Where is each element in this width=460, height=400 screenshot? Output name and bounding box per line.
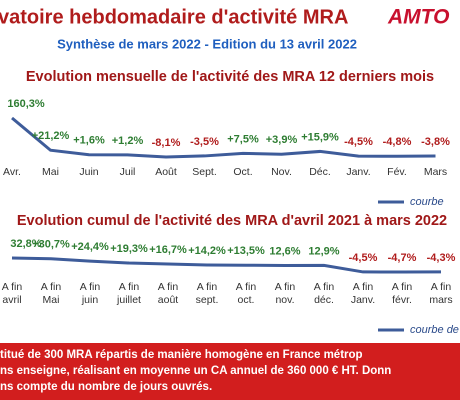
- chart-title: Evolution cumul de l'activité des MRA d'…: [17, 213, 447, 229]
- x-tick-label: août: [158, 294, 179, 306]
- x-tick-prefix: A fin: [392, 281, 413, 293]
- subtitle: Synthèse de mars 2022 - Edition du 13 av…: [57, 36, 357, 51]
- footer-text: titué de 300 MRA répartis de manière hom…: [0, 349, 363, 361]
- legend-label: courbe de: [410, 324, 459, 336]
- x-tick-label: juillet: [116, 294, 141, 306]
- x-tick-label: Janv.: [351, 294, 375, 306]
- x-tick-label: Mai: [43, 294, 60, 306]
- x-tick-label: Août: [155, 166, 177, 178]
- x-tick-label: Déc.: [309, 166, 331, 178]
- x-tick-label: juin: [81, 294, 99, 306]
- value-label: 12,9%: [308, 245, 339, 257]
- x-tick-label: Mai: [42, 166, 59, 178]
- value-label: -3,8%: [421, 136, 450, 148]
- value-label: +30,7%: [32, 239, 70, 251]
- legend-label: courbe: [410, 196, 444, 208]
- x-tick-label: oct.: [238, 294, 255, 306]
- x-tick-label: nov.: [275, 294, 294, 306]
- value-label: -4,8%: [383, 136, 412, 148]
- x-tick-prefix: A fin: [275, 281, 296, 293]
- x-tick-label: Sept.: [192, 166, 217, 178]
- logo: AMTO: [387, 6, 449, 29]
- value-label: +19,3%: [110, 243, 148, 255]
- value-label: 160,3%: [7, 98, 45, 110]
- value-label: 32,8%: [10, 238, 41, 250]
- x-tick-prefix: A fin: [236, 281, 257, 293]
- header-title: vatoire hebdomadaire d'activité MRA: [0, 6, 348, 28]
- value-label: 12,6%: [269, 245, 300, 257]
- value-label: -4,7%: [388, 252, 417, 264]
- x-tick-label: Oct.: [233, 166, 252, 178]
- value-label: -4,5%: [344, 136, 373, 148]
- x-tick-label: avril: [2, 294, 21, 306]
- x-tick-prefix: A fin: [41, 281, 62, 293]
- value-label: -8,1%: [152, 137, 181, 149]
- x-tick-label: Janv.: [346, 166, 370, 178]
- x-tick-prefix: A fin: [197, 281, 218, 293]
- x-tick-label: Nov.: [271, 166, 292, 178]
- value-label: +21,2%: [32, 130, 70, 142]
- x-tick-prefix: A fin: [314, 281, 335, 293]
- value-label: +1,2%: [112, 135, 144, 147]
- x-tick-label: févr.: [392, 294, 412, 306]
- value-label: -4,3%: [427, 252, 456, 264]
- footer-text: ns compte du nombre de jours ouvrés.: [0, 381, 212, 393]
- value-label: +7,5%: [227, 133, 259, 145]
- value-label: -3,5%: [190, 136, 219, 148]
- value-label: +14,2%: [188, 245, 226, 257]
- value-label: +13,5%: [227, 245, 265, 257]
- value-label: +16,7%: [149, 244, 187, 256]
- x-tick-label: mars: [429, 294, 452, 306]
- data-line: [11, 256, 442, 274]
- value-label: -4,5%: [349, 252, 378, 264]
- value-label: +3,9%: [266, 134, 298, 146]
- footer-text: ns enseigne, réalisant en moyenne un CA …: [0, 365, 391, 377]
- value-label: +15,9%: [301, 131, 339, 143]
- chart-title: Evolution mensuelle de l'activité des MR…: [26, 69, 434, 85]
- x-tick-label: sept.: [196, 294, 219, 306]
- x-tick-prefix: A fin: [431, 281, 452, 293]
- x-tick-prefix: A fin: [353, 281, 374, 293]
- x-tick-label: déc.: [314, 294, 334, 306]
- data-line: [11, 116, 436, 159]
- x-tick-label: Juin: [79, 166, 98, 178]
- x-tick-prefix: A fin: [80, 281, 101, 293]
- value-label: +1,6%: [73, 135, 105, 147]
- x-tick-prefix: A fin: [2, 281, 23, 293]
- x-tick-label: Avr.: [3, 166, 21, 178]
- x-tick-prefix: A fin: [119, 281, 140, 293]
- x-tick-label: Fév.: [387, 166, 407, 178]
- value-label: +24,4%: [71, 241, 109, 253]
- x-tick-prefix: A fin: [158, 281, 179, 293]
- x-tick-label: Juil: [120, 166, 136, 178]
- x-tick-label: Mars: [424, 166, 447, 178]
- footer-banner: [0, 343, 460, 400]
